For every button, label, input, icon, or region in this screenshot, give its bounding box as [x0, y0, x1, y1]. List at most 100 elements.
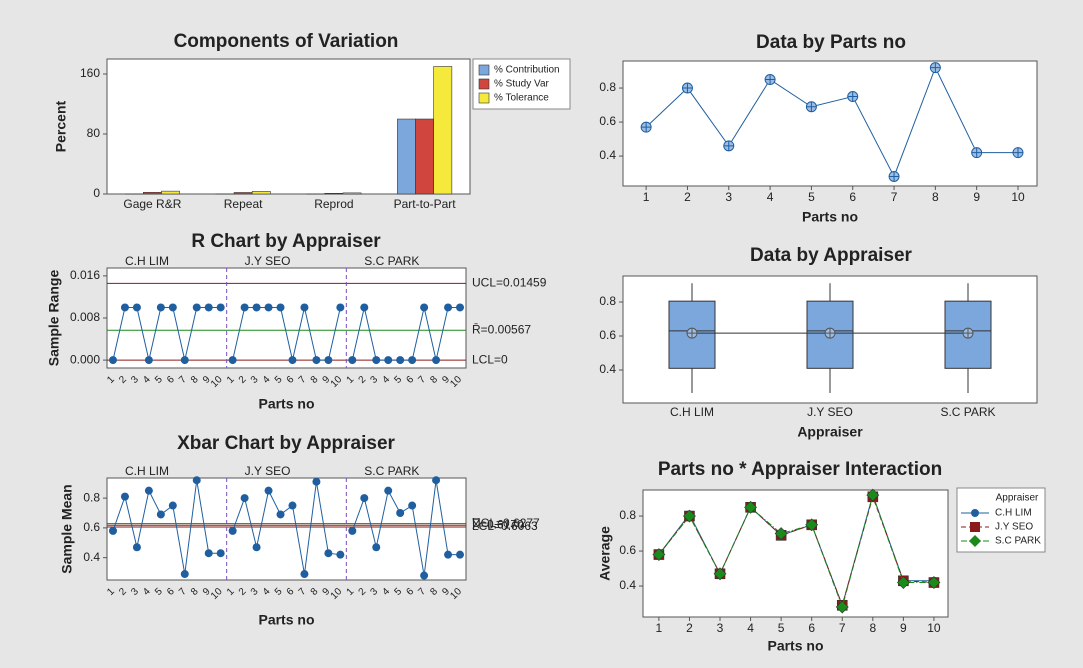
x-tick-label: Part-to-Part [394, 197, 457, 211]
x-tick-label: 10 [1011, 190, 1025, 204]
marker [408, 501, 417, 510]
control-limit-label: X̿=0.6170 [472, 517, 524, 532]
legend-marker [971, 509, 979, 517]
x-axis-title: Appraiser [797, 424, 863, 440]
x-tick-label: 8 [932, 190, 939, 204]
marker [396, 356, 405, 365]
marker [300, 303, 309, 312]
x-tick-label: 7 [891, 190, 898, 204]
x-axis-title: Parts no [258, 612, 314, 628]
x-tick-label: 7 [839, 621, 846, 635]
y-tick-label: 0.4 [83, 550, 100, 564]
chart-title: R Chart by Appraiser [191, 231, 381, 252]
marker [240, 303, 249, 312]
legend-label: % Contribution [494, 65, 560, 76]
marker [420, 303, 429, 312]
x-tick-label: Gage R&R [123, 197, 181, 211]
marker [156, 303, 165, 312]
marker [216, 303, 225, 312]
bar [251, 191, 271, 195]
x-tick-label: 1 [643, 190, 650, 204]
y-tick-label: 0.8 [599, 80, 616, 94]
marker [192, 476, 201, 485]
marker [1012, 147, 1024, 159]
x-tick-label: S.C PARK [940, 405, 995, 419]
marker [896, 576, 910, 589]
marker [432, 356, 441, 365]
x-tick-label: 4 [747, 621, 754, 635]
marker [927, 576, 941, 589]
plot-area [106, 477, 467, 581]
marker [324, 549, 333, 558]
bar [324, 193, 344, 195]
marker [240, 494, 249, 503]
y-tick-label: 0.008 [70, 310, 100, 324]
chart-title: Data by Parts no [756, 32, 906, 53]
x-tick-label: 3 [717, 621, 724, 635]
chart-title: Components of Variation [174, 31, 399, 52]
marker [372, 356, 381, 365]
control-limit-label: UCL=0.6277 [472, 516, 540, 530]
series-line [645, 66, 1018, 178]
x-tick-label: 8 [869, 621, 876, 635]
marker [962, 327, 974, 339]
marker [396, 508, 405, 517]
y-tick-label: 160 [80, 66, 100, 80]
y-tick-label: 0.6 [599, 114, 616, 128]
marker [640, 121, 652, 133]
marker [264, 303, 273, 312]
bar [415, 118, 434, 195]
marker [384, 486, 393, 495]
marker [108, 526, 117, 535]
marker [252, 303, 261, 312]
marker [324, 356, 333, 365]
marker [652, 548, 666, 561]
y-tick-label: 0.8 [599, 294, 616, 308]
legend-swatch [478, 78, 490, 90]
marker [805, 518, 819, 532]
marker [204, 549, 213, 558]
marker [456, 303, 465, 312]
marker [144, 356, 153, 365]
marker [108, 356, 117, 365]
series-line [351, 480, 461, 576]
bar [233, 192, 253, 195]
marker [228, 526, 237, 535]
bar [397, 118, 416, 195]
y-tick-label: 80 [87, 126, 101, 140]
plot-area [642, 489, 949, 618]
marker [276, 510, 285, 519]
marker [132, 543, 141, 552]
bar [161, 190, 180, 195]
x-tick-label: 2 [686, 621, 693, 635]
series-line [658, 493, 934, 609]
bar [433, 66, 453, 195]
x-tick-label: 5 [808, 190, 815, 204]
plot-area [622, 60, 1038, 187]
control-limit-label: LCL=0 [472, 352, 508, 366]
marker [713, 567, 727, 581]
legend-label: S.C PARK [995, 536, 1041, 547]
y-tick-label: 0.4 [599, 148, 616, 162]
y-axis-title: Percent [53, 100, 69, 152]
marker [444, 303, 453, 312]
legend-label: C.H LIM [995, 508, 1032, 519]
plot-area [106, 267, 467, 369]
x-tick-label: 6 [849, 190, 856, 204]
marker [764, 74, 776, 85]
marker [444, 550, 453, 559]
marker [348, 526, 357, 535]
marker [180, 356, 189, 365]
marker [336, 303, 345, 312]
y-tick-label: 0.4 [599, 362, 616, 376]
control-limit-label: LCL=0.6063 [472, 519, 538, 533]
y-tick-label: 0.016 [70, 268, 100, 282]
marker [312, 477, 321, 486]
x-tick-label: 9 [973, 190, 980, 204]
y-tick-label: 0.8 [83, 490, 100, 504]
legend-marker [969, 535, 981, 547]
legend-marker [970, 522, 980, 532]
marker [168, 303, 177, 312]
marker [805, 101, 817, 113]
